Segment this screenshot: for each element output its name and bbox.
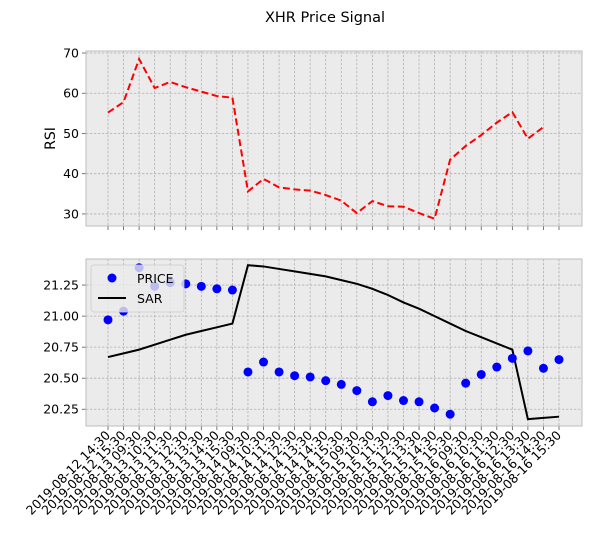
price-point bbox=[507, 353, 517, 363]
plot-frame bbox=[85, 50, 583, 227]
legend-price-marker bbox=[107, 273, 117, 283]
price-point bbox=[259, 357, 269, 367]
price-point bbox=[461, 378, 471, 388]
price-point bbox=[445, 409, 455, 419]
price-point bbox=[212, 284, 222, 294]
y-tick-label: 21.25 bbox=[43, 278, 79, 293]
y-tick-label: 40 bbox=[63, 166, 79, 181]
price-point bbox=[554, 355, 564, 365]
price-point bbox=[383, 391, 393, 401]
plot-frame bbox=[85, 258, 583, 427]
y-tick-label: 50 bbox=[63, 126, 79, 141]
y-tick-label: 20.75 bbox=[43, 340, 79, 355]
plot-background bbox=[86, 51, 582, 226]
y-tick-label: 60 bbox=[63, 86, 79, 101]
price-point bbox=[538, 363, 548, 373]
y-tick-label: 20.25 bbox=[43, 402, 79, 417]
y-axis-label: RSI bbox=[43, 127, 59, 150]
rsi-chart-panel: 30 40 50 60 70 RSI bbox=[43, 46, 583, 230]
y-tick-label: 20.50 bbox=[43, 371, 79, 386]
y-tick-label: 70 bbox=[63, 46, 79, 61]
price-point bbox=[305, 372, 315, 382]
price-point bbox=[414, 397, 424, 407]
rsi-line bbox=[107, 56, 545, 221]
price-point bbox=[227, 285, 237, 295]
figure-title: XHR Price Signal bbox=[265, 10, 385, 26]
price-point bbox=[103, 315, 113, 325]
price-point bbox=[367, 397, 377, 407]
legend-price-label: PRICE bbox=[137, 271, 174, 286]
legend: PRICE SAR bbox=[90, 264, 185, 313]
y-tick-label: 21.00 bbox=[43, 309, 79, 324]
price-point bbox=[196, 281, 206, 291]
legend-sar-label: SAR bbox=[137, 291, 163, 306]
price-point bbox=[398, 396, 408, 406]
price-point bbox=[290, 371, 300, 381]
y-tick-label: 30 bbox=[63, 206, 79, 221]
price-point bbox=[523, 346, 533, 356]
price-point bbox=[430, 403, 440, 413]
price-point bbox=[243, 367, 253, 377]
price-point bbox=[274, 367, 284, 377]
sar-line bbox=[107, 264, 560, 421]
price-point bbox=[476, 369, 486, 379]
price-point bbox=[336, 379, 346, 389]
price-point bbox=[321, 376, 331, 386]
price-point bbox=[352, 386, 362, 396]
price-point bbox=[492, 362, 502, 372]
